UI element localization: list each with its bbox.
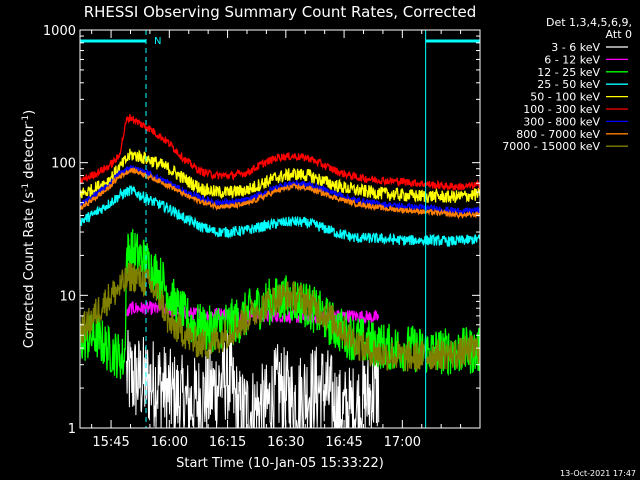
legend-label-7000-15000-kev: 7000 - 15000 keV — [502, 140, 600, 153]
legend-label-100-300-kev: 100 - 300 keV — [523, 103, 600, 116]
legend-label-25-50-kev: 25 - 50 keV — [537, 78, 600, 91]
y-tick-label: 100 — [51, 157, 76, 172]
y-tick-label: 10 — [59, 289, 76, 304]
legend-label-3-6-kev: 3 - 6 keV — [551, 41, 600, 54]
chart-title: RHESSI Observing Summary Count Rates, Co… — [84, 3, 477, 21]
y-tick-label: 1000 — [43, 24, 76, 39]
footer-date: 13-Oct-2021 17:47 — [560, 469, 636, 478]
y-axis-label: Corrected Count Rate (s-1 detector-1) — [21, 110, 37, 348]
x-tick-label: 16:45 — [325, 435, 362, 450]
legend-label-6-12-kev: 6 - 12 keV — [544, 53, 600, 66]
legend-label-300-800-kev: 300 - 800 keV — [523, 115, 600, 128]
x-tick-label: 16:15 — [209, 435, 246, 450]
x-tick-label: 17:00 — [384, 435, 421, 450]
legend-label-12-25-kev: 12 - 25 keV — [537, 66, 600, 79]
legend-header-attenuator: Att 0 — [606, 28, 632, 41]
x-axis-label: Start Time (10-Jan-05 15:33:22) — [176, 456, 384, 471]
y-tick-label: 1 — [68, 422, 76, 437]
legend-label-800-7000-kev: 800 - 7000 keV — [516, 128, 600, 141]
x-tick-label: 15:45 — [92, 435, 129, 450]
night-flag-label: N — [154, 36, 161, 47]
x-tick-label: 16:00 — [151, 435, 188, 450]
x-tick-label: 16:30 — [267, 435, 304, 450]
legend-label-50-100-kev: 50 - 100 keV — [530, 91, 600, 104]
